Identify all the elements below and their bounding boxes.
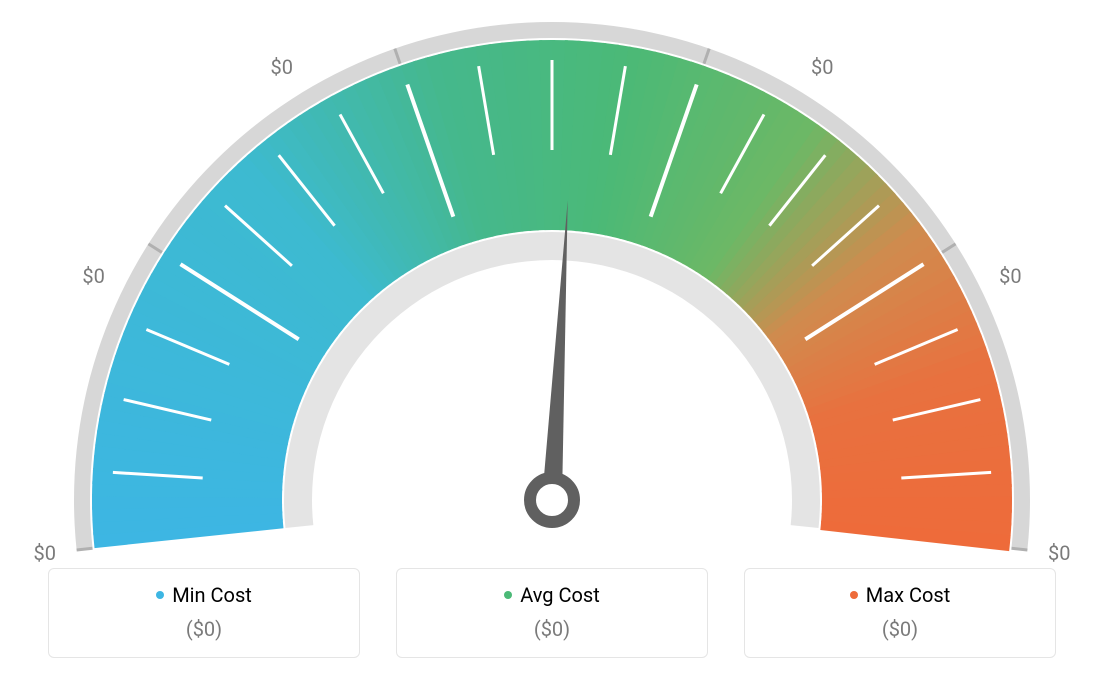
legend-dot-avg	[504, 591, 512, 599]
gauge-chart-container: $0 $0 $0 $0 $0 $0 $0 Min Cost ($0) Avg Cost ($…	[0, 0, 1104, 690]
scale-label: $0	[541, 0, 563, 2]
legend-label-max: Max Cost	[866, 583, 951, 607]
legend-label-min: Min Cost	[172, 583, 252, 607]
legend-card-avg: Avg Cost ($0)	[396, 568, 708, 658]
legend-label-avg: Avg Cost	[520, 583, 600, 607]
legend-card-max: Max Cost ($0)	[744, 568, 1056, 658]
scale-label: $0	[82, 264, 104, 288]
legend-dot-min	[156, 591, 164, 599]
legend-dot-max	[850, 591, 858, 599]
legend-value-max: ($0)	[882, 617, 918, 641]
scale-label: $0	[811, 55, 833, 79]
scale-label: $0	[34, 541, 56, 565]
scale-label: $0	[270, 55, 292, 79]
gauge-area: $0$0$0$0$0$0$0	[2, 0, 1102, 560]
scale-label: $0	[999, 264, 1021, 288]
legend-row: Min Cost ($0) Avg Cost ($0) Max Cost ($0…	[0, 568, 1104, 658]
legend-value-avg: ($0)	[534, 617, 570, 641]
legend-title-min: Min Cost	[156, 583, 252, 607]
legend-title-avg: Avg Cost	[504, 583, 600, 607]
legend-title-max: Max Cost	[850, 583, 951, 607]
scale-label: $0	[1048, 541, 1070, 565]
legend-value-min: ($0)	[186, 617, 222, 641]
gauge-svg	[2, 0, 1102, 560]
legend-card-min: Min Cost ($0)	[48, 568, 360, 658]
